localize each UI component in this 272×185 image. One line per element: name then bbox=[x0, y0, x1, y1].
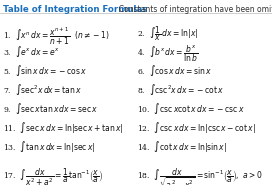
Text: 6.  $\int \cos x\,dx = \sin x$: 6. $\int \cos x\,dx = \sin x$ bbox=[137, 63, 212, 78]
Text: 9.  $\int \sec x\tan x\,dx = \sec x$: 9. $\int \sec x\tan x\,dx = \sec x$ bbox=[3, 101, 98, 116]
Text: 10.  $\int \csc x\cot x\,dx = -\csc x$: 10. $\int \csc x\cot x\,dx = -\csc x$ bbox=[137, 101, 245, 116]
Text: 11.  $\int \sec x\,dx = \ln|\sec x + \tan x|$: 11. $\int \sec x\,dx = \ln|\sec x + \tan… bbox=[3, 120, 123, 135]
Text: 7.  $\int \sec^2\!x\,dx = \tan x$: 7. $\int \sec^2\!x\,dx = \tan x$ bbox=[3, 82, 82, 97]
Text: 1.  $\int x^n\,dx = \dfrac{x^{n+1}}{n+1}$  $(n \neq -1)$: 1. $\int x^n\,dx = \dfrac{x^{n+1}}{n+1}$… bbox=[3, 25, 110, 47]
Text: 8.  $\int \csc^2\!x\,dx = -\cot x$: 8. $\int \csc^2\!x\,dx = -\cot x$ bbox=[137, 82, 225, 97]
Text: Constants of integration have been omitted.: Constants of integration have been omitt… bbox=[114, 5, 272, 14]
Text: 4.  $\int b^x\,dx = \dfrac{b^x}{\ln b}$: 4. $\int b^x\,dx = \dfrac{b^x}{\ln b}$ bbox=[137, 44, 199, 64]
Text: 5.  $\int \sin x\,dx = -\cos x$: 5. $\int \sin x\,dx = -\cos x$ bbox=[3, 63, 87, 78]
Text: Table of Integration Formulas: Table of Integration Formulas bbox=[3, 5, 147, 14]
Text: 14.  $\int \cot x\,dx = \ln|\sin x|$: 14. $\int \cot x\,dx = \ln|\sin x|$ bbox=[137, 139, 227, 154]
Text: 2.  $\int \dfrac{1}{x}\,dx = \ln|x|$: 2. $\int \dfrac{1}{x}\,dx = \ln|x|$ bbox=[137, 25, 199, 43]
Text: 12.  $\int \csc x\,dx = \ln|\csc x - \cot x|$: 12. $\int \csc x\,dx = \ln|\csc x - \cot… bbox=[137, 120, 256, 135]
Text: 18.  $\int \dfrac{dx}{\sqrt{a^2-x^2}} = \sin^{-1}\!\left(\dfrac{x}{a}\right),\ a: 18. $\int \dfrac{dx}{\sqrt{a^2-x^2}} = \… bbox=[137, 166, 263, 185]
Text: 13.  $\int \tan x\,dx = \ln|\sec x|$: 13. $\int \tan x\,dx = \ln|\sec x|$ bbox=[3, 139, 95, 154]
Text: 3.  $\int e^x\,dx = e^x$: 3. $\int e^x\,dx = e^x$ bbox=[3, 44, 59, 59]
Text: 17.  $\int \dfrac{dx}{x^2+a^2} = \dfrac{1}{a}\tan^{-1}\!\left(\dfrac{x}{a}\right: 17. $\int \dfrac{dx}{x^2+a^2} = \dfrac{1… bbox=[3, 166, 103, 185]
